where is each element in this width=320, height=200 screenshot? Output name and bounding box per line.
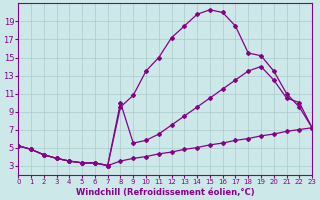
X-axis label: Windchill (Refroidissement éolien,°C): Windchill (Refroidissement éolien,°C): [76, 188, 254, 197]
